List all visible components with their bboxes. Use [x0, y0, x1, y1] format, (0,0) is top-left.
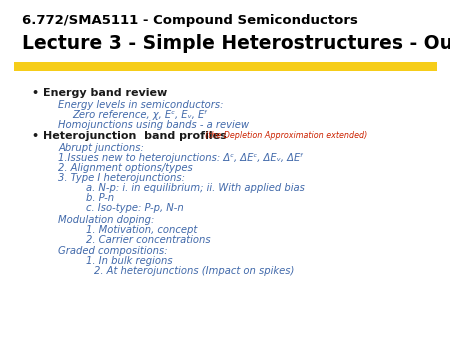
Bar: [14, 62, 436, 71]
Text: a. N-p: i. in equilibrium; ii. With applied bias: a. N-p: i. in equilibrium; ii. With appl…: [86, 183, 304, 193]
Text: 2. Alignment options/types: 2. Alignment options/types: [58, 163, 193, 173]
Text: 2. Carrier concentrations: 2. Carrier concentrations: [86, 235, 210, 245]
Text: 3. Type I heterojunctions:: 3. Type I heterojunctions:: [58, 173, 185, 183]
Text: Graded compositions:: Graded compositions:: [58, 246, 168, 256]
Text: Zero reference, χ, Eᶜ, Eᵥ, Eᶠ: Zero reference, χ, Eᶜ, Eᵥ, Eᶠ: [72, 110, 207, 120]
Text: Lecture 3 - Simple Heterostructures - Outline: Lecture 3 - Simple Heterostructures - Ou…: [22, 34, 450, 53]
Text: c. Iso-type: P-p, N-n: c. Iso-type: P-p, N-n: [86, 203, 183, 214]
Text: 1. Motivation, concept: 1. Motivation, concept: [86, 225, 197, 235]
Text: (the Depletion Approximation extended): (the Depletion Approximation extended): [205, 131, 367, 140]
Text: Abrupt junctions:: Abrupt junctions:: [58, 143, 144, 153]
Text: Modulation doping:: Modulation doping:: [58, 215, 155, 225]
Text: 1. In bulk regions: 1. In bulk regions: [86, 256, 172, 266]
Text: 1.Issues new to heterojunctions: Δᶜ, ΔEᶜ, ΔEᵥ, ΔEᶠ: 1.Issues new to heterojunctions: Δᶜ, ΔEᶜ…: [58, 153, 304, 163]
Text: • Heterojunction  band profiles: • Heterojunction band profiles: [32, 131, 226, 141]
Text: 6.772/SMA5111 - Compound Semiconductors: 6.772/SMA5111 - Compound Semiconductors: [22, 14, 358, 26]
Text: Energy levels in semiconductors:: Energy levels in semiconductors:: [58, 100, 224, 110]
Text: 2. At heterojunctions (Impact on spikes): 2. At heterojunctions (Impact on spikes): [94, 266, 295, 276]
Text: b. P-n: b. P-n: [86, 193, 113, 203]
Text: Homojunctions using bands - a review: Homojunctions using bands - a review: [58, 120, 249, 130]
Text: • Energy band review: • Energy band review: [32, 88, 167, 98]
